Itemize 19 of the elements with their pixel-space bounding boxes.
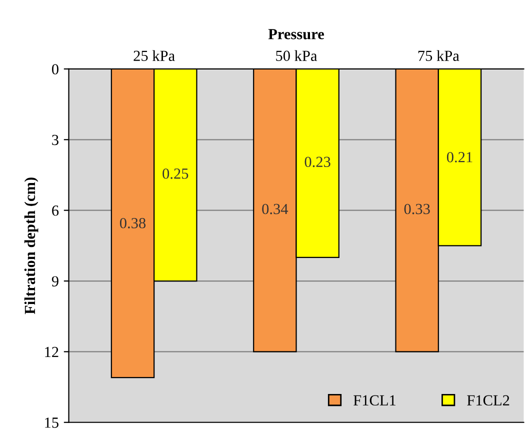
x-tick-label: 50 kPa [276, 50, 318, 61]
annotation: 0.34 [262, 204, 288, 214]
y-axis-title: Filtration depth (cm) [24, 178, 38, 314]
legend-label: F1CL2 [467, 395, 510, 406]
annotation: 0.25 [162, 168, 188, 179]
x-tick-label: 75 kPa [418, 50, 460, 61]
y-tick-label: 6 [52, 206, 59, 216]
y-tick-label: 15 [45, 418, 58, 428]
x-tick-label: 25 kPa [134, 50, 175, 61]
annotation: 0.23 [304, 156, 330, 168]
annotation: 0.33 [404, 204, 430, 214]
y-tick-label: 0 [52, 64, 58, 74]
annotation: 0.38 [120, 218, 146, 228]
x-axis-title: Pressure [268, 29, 324, 40]
annotation: 0.21 [446, 152, 472, 162]
y-tick-label: 9 [52, 276, 58, 286]
y-tick-label: 3 [52, 134, 58, 146]
legend-label: F1CL1 [354, 395, 396, 406]
y-tick-label: 12 [45, 346, 58, 357]
